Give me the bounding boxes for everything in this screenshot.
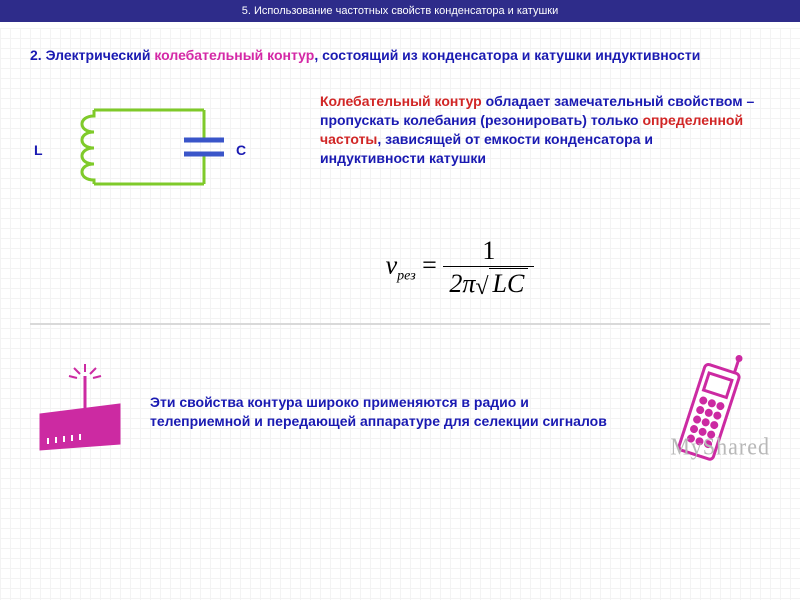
label-C: C	[236, 142, 246, 158]
formula-den: 2π LC	[443, 267, 534, 299]
title-part2: колебательный контур	[154, 47, 314, 63]
formula-radicand: LC	[489, 268, 529, 298]
watermark: MyShared	[670, 433, 770, 462]
formula-fraction: 12π LC	[443, 236, 534, 299]
title-part3: , состоящий из конденсатора и катушки ин…	[314, 47, 700, 63]
formula-sqrt: LC	[475, 269, 528, 299]
description-2: Эти свойства контура широко применяются …	[150, 393, 630, 431]
desc1-t1: Колебательный контур	[320, 93, 482, 109]
description-1: Колебательный контур обладает замечатель…	[320, 92, 770, 212]
slide-content: 2. Электрический колебательный контур, с…	[0, 22, 800, 474]
formula-eq: =	[416, 251, 444, 280]
divider-line	[30, 323, 770, 325]
slide-header: 5. Использование частотных свойств конде…	[0, 0, 800, 22]
row-circuit-desc: L C Колебательный контур обладает замеча…	[30, 92, 770, 212]
formula-coeff: 2π	[449, 269, 475, 298]
lc-circuit-diagram: L C	[30, 92, 320, 212]
resonance-formula: νрез = 12π LC	[150, 236, 770, 299]
label-L: L	[34, 142, 43, 158]
formula-var: ν	[386, 251, 398, 280]
row-applications: Эти свойства контура широко применяются …	[30, 349, 770, 474]
formula-sub: рез	[397, 269, 416, 284]
formula-num: 1	[443, 236, 534, 267]
section-title: 2. Электрический колебательный контур, с…	[30, 46, 770, 64]
radio-icon	[30, 364, 130, 459]
title-part1: 2. Электрический	[30, 47, 154, 63]
